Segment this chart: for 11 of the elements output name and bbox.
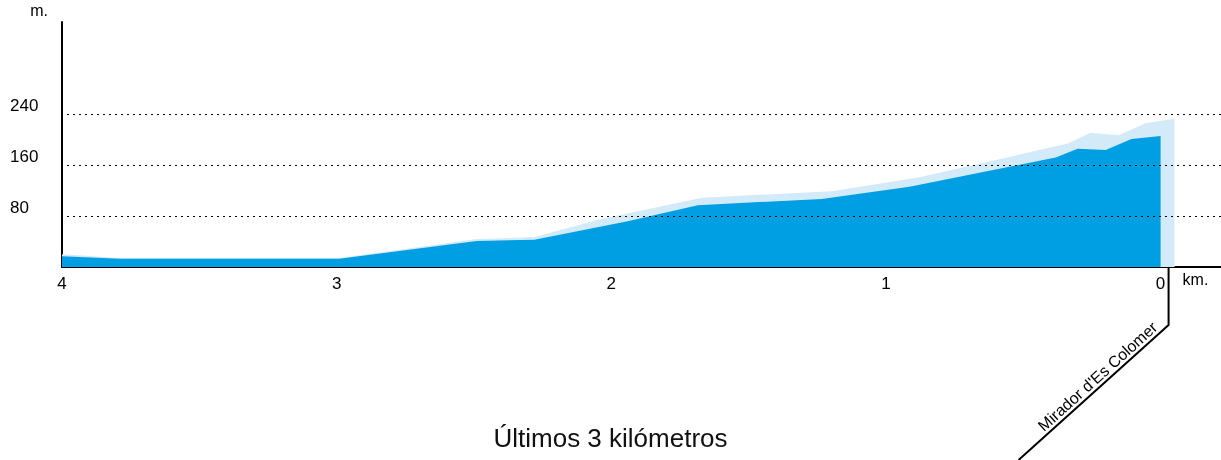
- x-tick-label: 1: [881, 274, 891, 293]
- x-tick-label: 2: [606, 274, 617, 293]
- x-tick-label: 0: [1155, 274, 1166, 293]
- text: Últimos 3 kilómetros: [493, 423, 728, 453]
- y-tick-label: 240: [10, 96, 39, 116]
- x-tick-label: 3: [331, 274, 342, 293]
- y-tick-label: 80: [10, 198, 29, 218]
- y-tick-label: 160: [10, 147, 39, 167]
- x-tick-label: 4: [57, 274, 67, 293]
- x-axis-title: km.: [1182, 271, 1209, 288]
- y-axis-title: m.: [30, 1, 48, 19]
